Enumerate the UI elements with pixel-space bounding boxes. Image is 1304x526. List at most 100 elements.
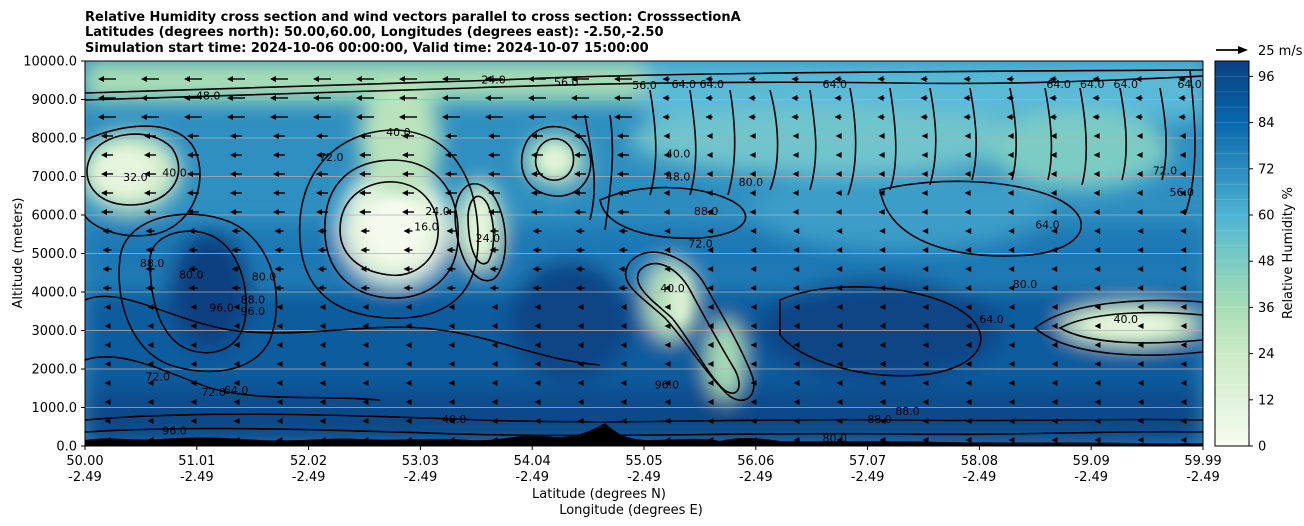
- wind-vector-arrow: [190, 361, 197, 367]
- wind-vector-arrow: [878, 190, 885, 196]
- wind-vector-arrow: [575, 228, 585, 234]
- wind-vector-arrow: [362, 380, 369, 386]
- wind-vector-arrow: [184, 114, 202, 120]
- wind-vector-arrow: [276, 342, 283, 348]
- wind-vector-arrow: [141, 114, 159, 120]
- wind-vector-arrow: [574, 152, 586, 158]
- wind-vector-arrow: [190, 418, 197, 424]
- contour-label: 64.0: [1114, 78, 1139, 91]
- wind-vector-arrow: [101, 152, 113, 158]
- wind-vector-arrow: [706, 152, 713, 158]
- colorbar-tick-label: 24: [1258, 347, 1275, 362]
- wind-vector-arrow: [1179, 152, 1186, 158]
- colorbar-tick-label: 84: [1258, 116, 1275, 131]
- wind-vector-arrow: [316, 152, 328, 158]
- wind-vector-arrow: [921, 190, 928, 196]
- wind-vector-arrow: [276, 418, 283, 424]
- wind-vector-arrow: [1051, 247, 1058, 253]
- wind-vector-arrow: [750, 418, 757, 424]
- colorbar-tick-label: 96: [1258, 70, 1275, 85]
- x-axis: 50.00-2.4951.01-2.4952.02-2.4953.03-2.49…: [66, 446, 1222, 485]
- x-tick-label-longitude: -2.49: [292, 470, 326, 485]
- wind-vector-arrow: [1049, 114, 1057, 120]
- y-tick-label: 10000.0: [23, 55, 77, 70]
- wind-vector-arrow: [488, 171, 500, 177]
- contour-line: [1184, 69, 1196, 216]
- wind-vector-arrow: [405, 361, 412, 367]
- wind-vector-arrow: [707, 228, 714, 234]
- contour-line: [1044, 87, 1053, 181]
- wind-vector-arrow: [402, 190, 414, 196]
- wind-vector-arrow: [965, 323, 972, 329]
- wind-vector-arrow: [965, 418, 972, 424]
- wind-vector-arrow: [1007, 171, 1014, 177]
- wind-vector-arrow: [1007, 133, 1014, 139]
- wind-vector-arrow: [187, 152, 199, 158]
- quiver-key: 25 m/s: [1216, 44, 1303, 59]
- wind-vector-arrow: [878, 171, 885, 177]
- contour-label: 96.0: [241, 305, 266, 318]
- wind-vector-arrow: [230, 209, 242, 215]
- wind-vector-arrow: [362, 304, 369, 310]
- wind-vector-arrow: [1093, 209, 1100, 215]
- wind-vector-arrow: [750, 380, 757, 386]
- wind-vector-arrow: [317, 285, 327, 291]
- wind-vector-arrow: [531, 171, 543, 177]
- wind-vector-arrow: [274, 266, 284, 272]
- wind-vector-arrow: [1006, 76, 1014, 82]
- wind-vector-arrow: [963, 114, 971, 120]
- wind-vector-arrow: [1180, 437, 1187, 443]
- contour-line: [889, 87, 897, 191]
- colorbar-tick-label: 0: [1258, 440, 1266, 455]
- wind-vector-arrow: [144, 152, 156, 158]
- contour-line: [636, 262, 740, 394]
- wind-vector-arrow: [448, 380, 455, 386]
- y-tick-label: 1000.0: [32, 401, 78, 416]
- wind-vector-arrow: [445, 133, 457, 139]
- wind-vector-arrow: [1051, 323, 1058, 329]
- wind-vector-arrow: [705, 95, 713, 101]
- wind-vector-arrow: [188, 266, 198, 272]
- contour-labels: 24.0 56.0 56.0 64.0 64.0 64.0 64.0 64.0 64.0 64.0…: [123, 73, 1202, 445]
- wind-vector-arrow: [359, 190, 371, 196]
- wind-vector-arrow: [750, 228, 757, 234]
- wind-vector-arrow: [922, 380, 929, 386]
- contour-label: 40.0: [660, 282, 685, 295]
- x-tick-label-longitude: -2.49: [1074, 470, 1108, 485]
- wind-vector-arrow: [190, 304, 197, 310]
- x-tick-label-longitude: -2.49: [851, 470, 885, 485]
- wind-vector-arrow: [1180, 247, 1187, 253]
- wind-vector-arrow: [620, 342, 627, 348]
- wind-vector-arrow: [879, 418, 886, 424]
- wind-vector-arrow: [1008, 247, 1015, 253]
- wind-vector-arrow: [1180, 418, 1187, 424]
- wind-vector-arrow: [835, 152, 842, 158]
- wind-vector-arrow: [184, 95, 202, 101]
- contour-label: 64.0: [699, 78, 724, 91]
- y-tick-label: 4000.0: [32, 286, 78, 301]
- wind-vector-arrow: [233, 361, 240, 367]
- wind-vector-arrow: [663, 209, 670, 215]
- contour-line: [847, 87, 857, 196]
- wind-vector-arrow: [101, 209, 113, 215]
- wind-vector-arrow: [577, 380, 584, 386]
- wind-vector-arrow: [403, 285, 413, 291]
- wind-vector-arrow: [147, 361, 154, 367]
- wind-vector-arrow: [1049, 95, 1057, 101]
- wind-vector-arrow: [1137, 247, 1144, 253]
- y-tick-label: 6000.0: [32, 209, 78, 224]
- wind-vector-arrow: [1180, 361, 1187, 367]
- wind-vector-arrow: [190, 342, 197, 348]
- contour-label: 56.0: [554, 76, 579, 89]
- y-tick-label: 0.0: [56, 440, 77, 455]
- wind-vector-arrow: [571, 76, 589, 82]
- wind-vector-arrow: [1135, 95, 1143, 101]
- wind-vector-arrow: [448, 361, 455, 367]
- wind-vector-arrow: [446, 247, 456, 253]
- contour-label: 24.0: [481, 73, 506, 86]
- wind-vector-arrow: [750, 361, 757, 367]
- wind-vector-arrow: [921, 133, 928, 139]
- wind-vector-arrow: [445, 209, 457, 215]
- wind-vector-arrow: [316, 133, 328, 139]
- wind-vector-arrow: [233, 399, 240, 405]
